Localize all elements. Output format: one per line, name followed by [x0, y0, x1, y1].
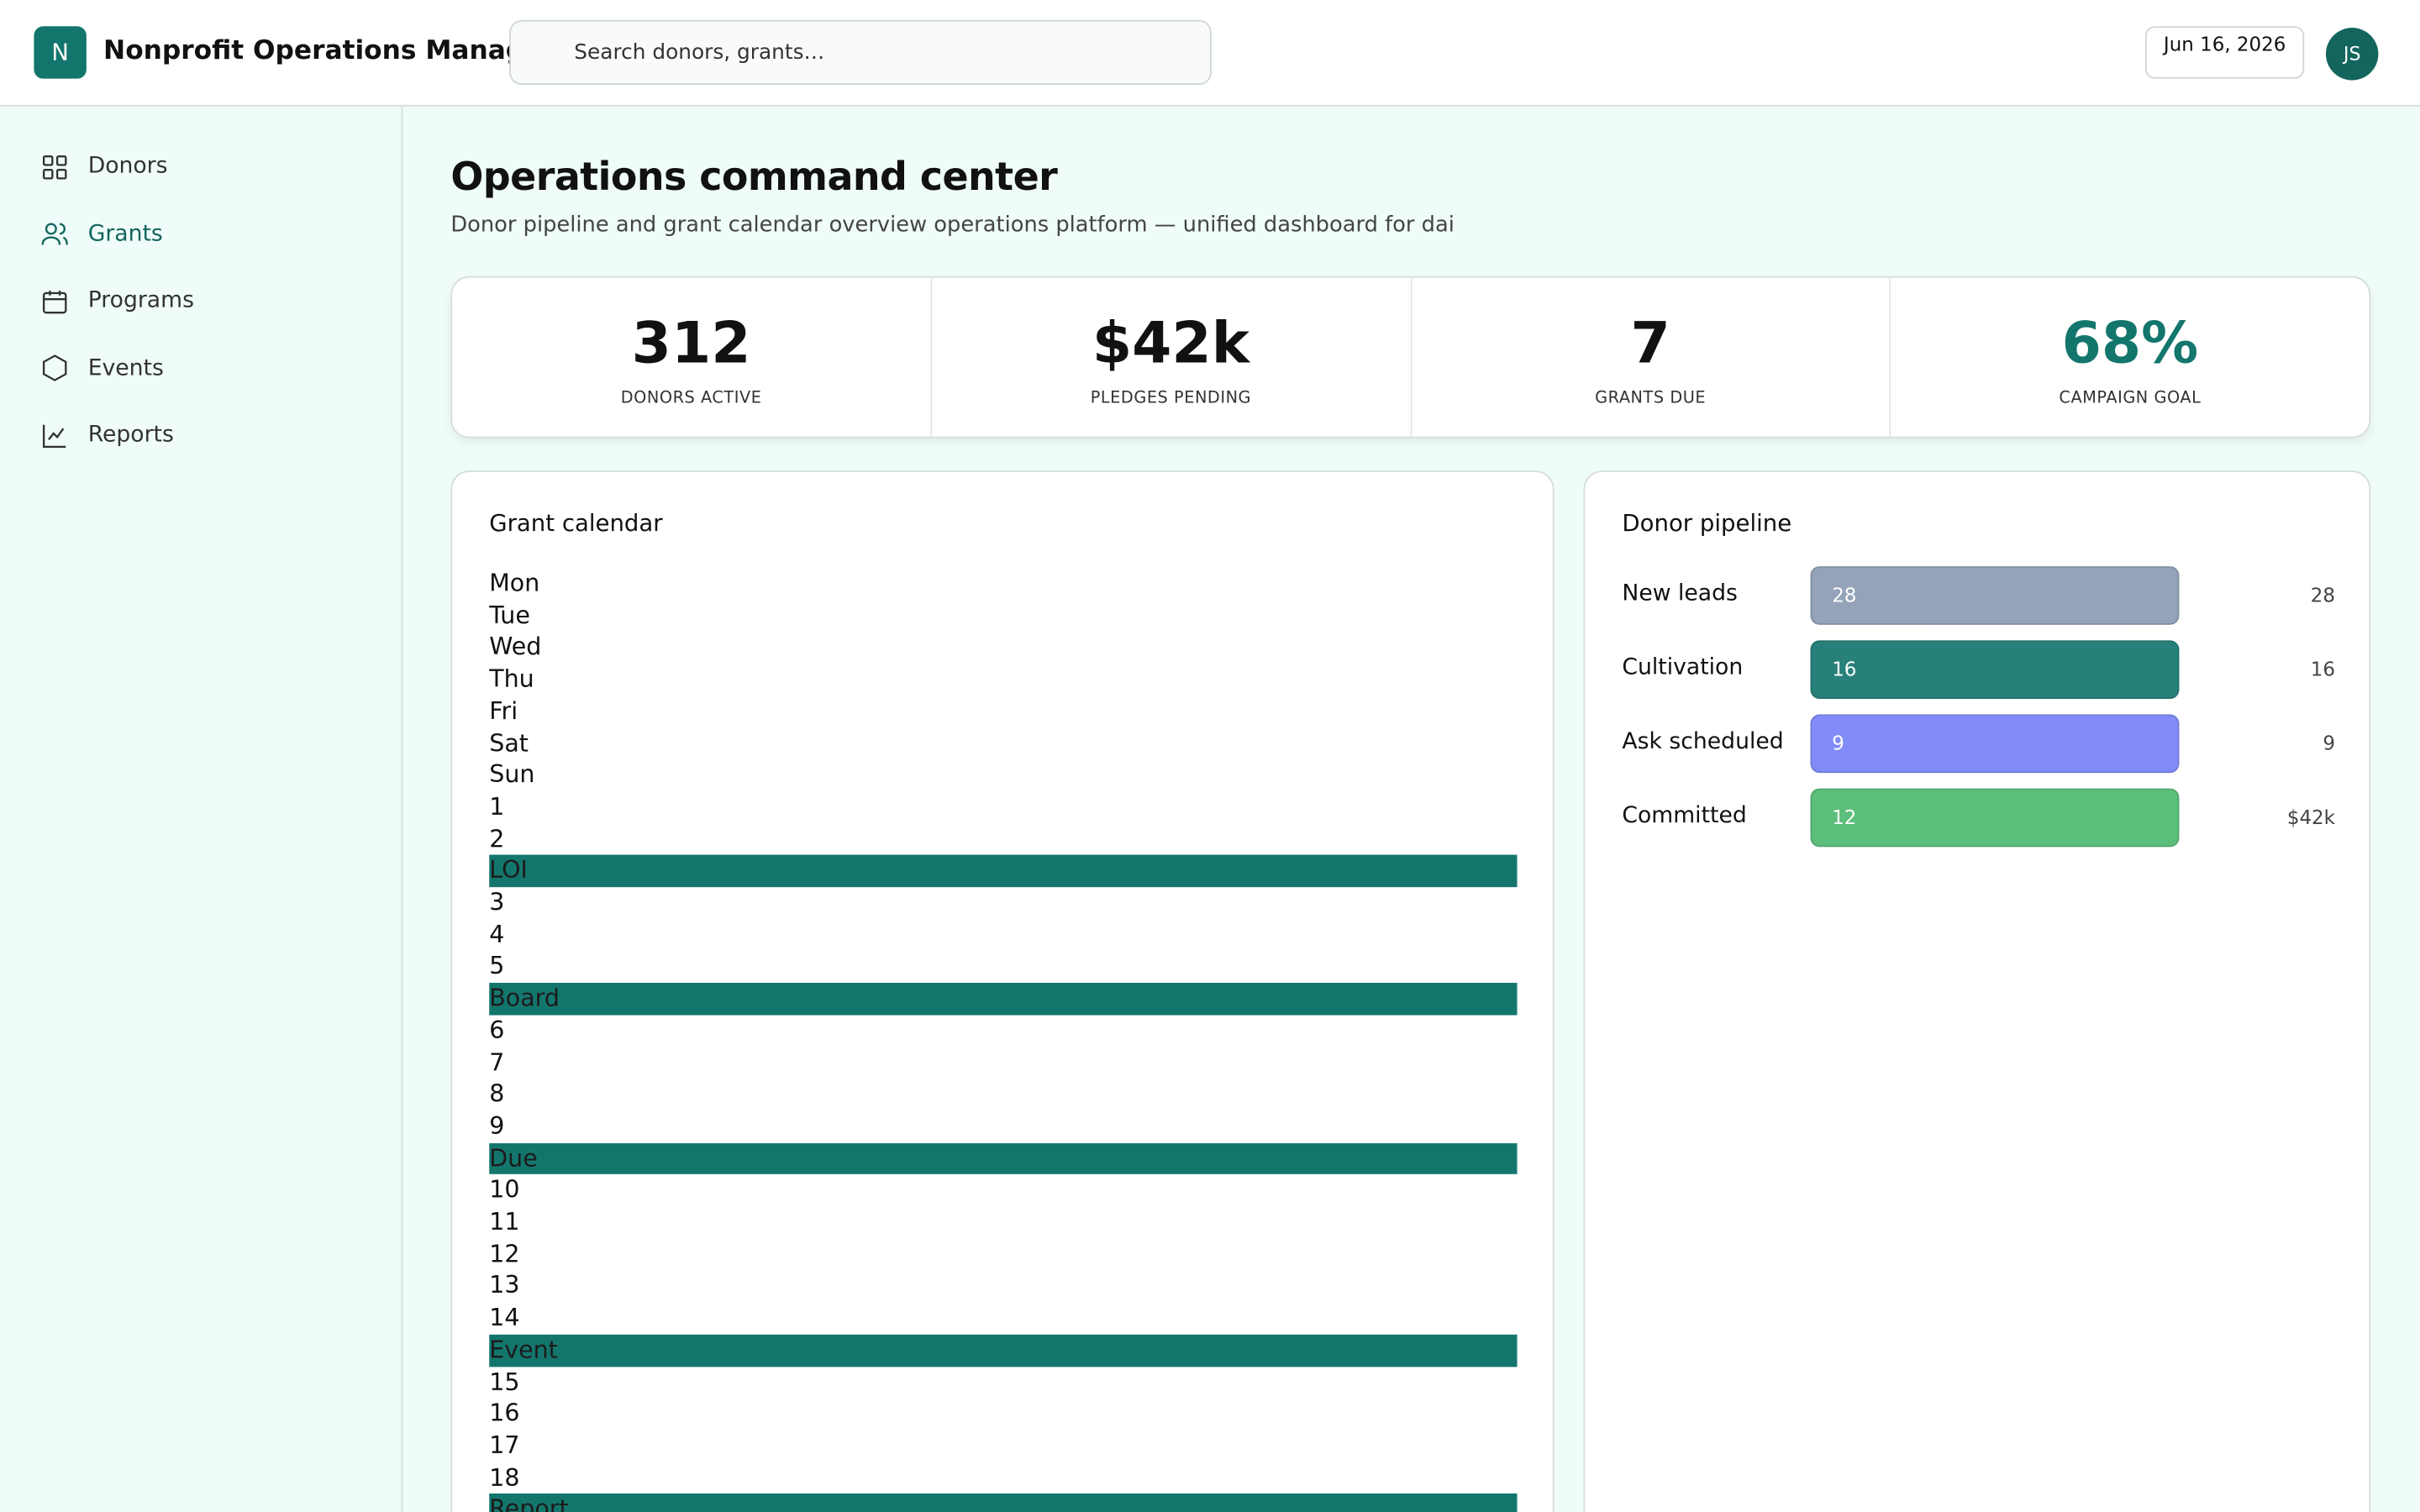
stage-name: Committed [1622, 803, 1747, 829]
nav-item[interactable]: Donors [40, 150, 168, 183]
day-number: 2 [489, 824, 505, 853]
day-number: 6 [489, 1016, 505, 1045]
kpi-cell: $42k PLEDGES PENDING [930, 277, 1410, 437]
kpi-strip: 312 DONORS ACTIVE $42k PLEDGES PENDING 7 GRAN… [450, 276, 2371, 438]
nav-icon [42, 290, 67, 313]
nav-item[interactable]: Programs [40, 284, 194, 318]
nav-label[interactable]: Events [87, 355, 164, 381]
search-box[interactable]: Search donors, grants… [509, 19, 1212, 86]
calendar-card: Grant calendar Mon Tue Wed Thu Fri Sat Sun 1 2 LO… [450, 470, 1555, 1512]
stage-name: Ask scheduled [1622, 729, 1784, 755]
nav-icon [42, 155, 67, 179]
kpi-label: DONORS ACTIVE [620, 388, 762, 407]
day-number: 18 [489, 1463, 520, 1492]
kpi-value: $42k [1092, 310, 1249, 377]
kpi-value: 7 [1630, 310, 1670, 377]
weekday: Sun [489, 760, 535, 789]
day-number: 17 [489, 1431, 520, 1460]
kpi-label: PLEDGES PENDING [1090, 388, 1252, 407]
calendar-event[interactable]: Event [489, 1334, 1518, 1367]
calendar-event[interactable]: LOI [489, 855, 1518, 888]
stage-bar: 9 [1810, 714, 2180, 774]
kpi-cell: 312 DONORS ACTIVE [452, 278, 930, 437]
day-number: 10 [489, 1176, 520, 1205]
stage-bar: 28 [1810, 566, 2180, 625]
avatar[interactable]: JS [2325, 28, 2379, 81]
weekday: Fri [489, 696, 518, 725]
page-title: Operations command center [450, 154, 1058, 199]
weekday: Mon [489, 569, 540, 597]
pipeline-row: Cultivation 16 16 [1622, 640, 2335, 700]
weekday: Tue [489, 601, 530, 629]
nav-item[interactable]: Reports [40, 418, 174, 452]
pipeline-row: New leads 28 28 [1622, 566, 2335, 625]
stage-total: 28 [2310, 583, 2335, 606]
pipeline-card: Donor pipeline New leads 28 28 Cultivation 1… [1583, 470, 2371, 1512]
calendar-event[interactable]: Board [489, 983, 1518, 1016]
day-number: 8 [489, 1080, 505, 1109]
logo[interactable]: N [34, 26, 87, 79]
page-subtitle: Donor pipeline and grant calendar overvi… [450, 213, 1455, 238]
stage-name: Cultivation [1622, 655, 1744, 681]
kpi-cell: 68% CAMPAIGN GOAL [1889, 277, 2370, 437]
weekday: Sat [489, 728, 529, 757]
day-number: 4 [489, 921, 505, 949]
day-number: 7 [489, 1048, 505, 1077]
card-title: Donor pipeline [1622, 509, 1792, 538]
kpi-label: CAMPAIGN GOAL [2059, 388, 2202, 407]
stage-bar: 12 [1810, 788, 2180, 848]
day-number: 9 [489, 1112, 505, 1141]
day-number: 15 [489, 1368, 520, 1396]
nav-label[interactable]: Programs [87, 288, 194, 313]
day-number: 5 [489, 953, 505, 981]
sidebar: Donors Grants Programs Events Reports [0, 106, 403, 1512]
nav-label[interactable]: Grants [87, 221, 163, 246]
kpi-cell: 7 GRANTS DUE [1409, 277, 1890, 437]
stage-bar: 16 [1810, 640, 2180, 700]
nav-icon [42, 354, 67, 381]
nav-label[interactable]: Donors [87, 154, 168, 180]
kpi-label: GRANTS DUE [1595, 388, 1707, 407]
nav-icon [41, 223, 68, 245]
nav-item[interactable]: Grants [40, 217, 163, 250]
day-number: 12 [489, 1240, 520, 1268]
top-bar: N Nonprofit Operations Manager Search do… [0, 0, 2420, 107]
stage-total: 16 [2310, 657, 2335, 681]
day-number: 11 [489, 1208, 520, 1236]
app-name: Nonprofit Operations Manager [103, 35, 555, 66]
stage-name: New leads [1622, 581, 1738, 606]
kpi-value: 68% [2061, 310, 2199, 377]
day-number: 16 [489, 1399, 520, 1428]
stage-total: 9 [2323, 731, 2335, 755]
date-picker[interactable]: Jun 16, 2026 [2145, 26, 2305, 79]
calendar-event[interactable]: Report [489, 1494, 1518, 1512]
calendar-body: Mon Tue Wed Thu Fri Sat Sun 1 2 LOI 3 4 5 Board 6 7 8 9 Du… [489, 568, 1518, 1512]
calendar-event[interactable]: Due [489, 1142, 1518, 1175]
nav-item[interactable]: Events [40, 351, 164, 385]
kpi-value: 312 [631, 310, 751, 377]
pipeline-row: Ask scheduled 9 9 [1622, 714, 2335, 774]
day-number: 3 [489, 888, 505, 917]
day-number: 1 [489, 792, 505, 821]
weekday: Thu [489, 664, 534, 693]
weekday: Wed [489, 633, 542, 661]
nav-icon [42, 423, 66, 448]
nav-label[interactable]: Reports [87, 423, 174, 448]
card-title: Grant calendar [489, 509, 663, 538]
day-number: 14 [489, 1304, 520, 1332]
stage-total: $42k [2286, 805, 2335, 829]
pipeline-row: Committed 12 $42k [1622, 788, 2335, 848]
day-number: 13 [489, 1272, 520, 1300]
